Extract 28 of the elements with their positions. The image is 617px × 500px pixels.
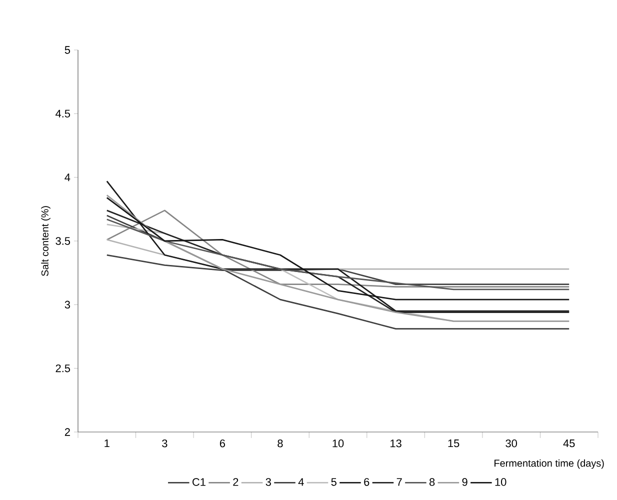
legend-label: 2 [233, 478, 238, 486]
x-tick-label: 3 [162, 440, 168, 448]
x-tick-label: 8 [278, 440, 283, 448]
legend-label: 6 [364, 478, 370, 486]
legend-label: 9 [462, 478, 468, 486]
y-tick-label: 4.5 [56, 110, 70, 118]
x-tick-label: 10 [332, 440, 344, 448]
x-tick-label: 6 [220, 440, 226, 448]
legend-label: 3 [266, 478, 271, 486]
legend-label: 5 [331, 478, 336, 486]
x-tick-label: 1 [104, 440, 110, 448]
x-tick-label: 45 [563, 440, 575, 448]
x-tick-label: 15 [448, 440, 460, 448]
y-tick-label: 5 [64, 46, 70, 54]
y-tick-label: 2.5 [56, 364, 70, 372]
y-axis-title: Salt content (%) [41, 206, 50, 276]
y-tick-label: 4 [64, 174, 70, 182]
legend-label: 4 [298, 478, 304, 486]
legend-label: 8 [429, 478, 435, 486]
x-tick-label: 30 [506, 440, 517, 448]
y-tick-label: 3.5 [56, 237, 70, 245]
y-tick-label: 2 [64, 428, 70, 436]
y-tick-label: 3 [64, 300, 70, 309]
legend-label: C1 [192, 478, 206, 486]
legend-label: 10 [495, 478, 506, 486]
x-tick-label: 13 [390, 440, 402, 448]
legend-label: 7 [396, 478, 402, 486]
x-axis-title: Fermentation time (days) [494, 459, 604, 469]
